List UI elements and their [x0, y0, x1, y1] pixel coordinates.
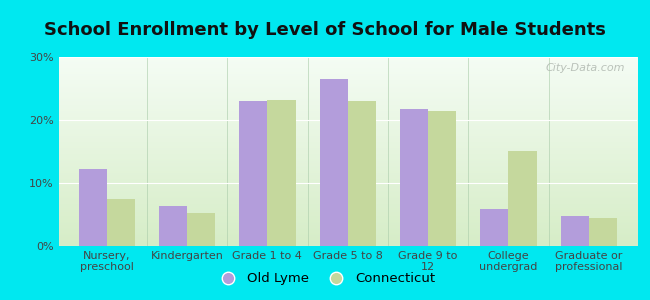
Bar [348, 101, 376, 246]
Bar [187, 213, 215, 246]
Text: School Enrollment by Level of School for Male Students: School Enrollment by Level of School for… [44, 21, 606, 39]
Bar [159, 206, 187, 246]
Legend: Old Lyme, Connecticut: Old Lyme, Connecticut [209, 267, 441, 290]
Text: City-Data.com: City-Data.com [546, 63, 625, 73]
Bar [239, 101, 267, 246]
Bar [508, 151, 536, 246]
Bar [428, 110, 456, 246]
Bar [320, 79, 348, 246]
Bar [79, 169, 107, 246]
Bar [107, 199, 135, 246]
Bar [400, 109, 428, 246]
Bar [267, 100, 296, 246]
Bar [480, 209, 508, 246]
Bar [561, 216, 589, 246]
Bar [589, 218, 617, 246]
